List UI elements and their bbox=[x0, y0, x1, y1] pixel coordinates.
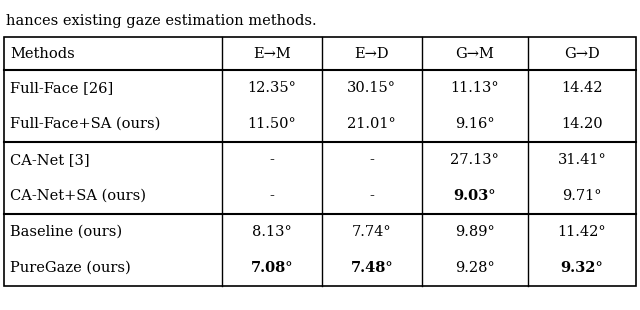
Text: E→D: E→D bbox=[355, 46, 389, 60]
Text: -: - bbox=[369, 189, 374, 203]
Text: 14.42: 14.42 bbox=[561, 81, 603, 95]
Text: Full-Face [26]: Full-Face [26] bbox=[10, 81, 113, 95]
Text: 30.15°: 30.15° bbox=[348, 81, 396, 95]
Text: 7.74°: 7.74° bbox=[352, 225, 392, 239]
Text: 21.01°: 21.01° bbox=[348, 117, 396, 131]
Text: E→M: E→M bbox=[253, 46, 291, 60]
Text: 31.41°: 31.41° bbox=[557, 153, 606, 167]
Text: 9.71°: 9.71° bbox=[562, 189, 602, 203]
Text: G→M: G→M bbox=[456, 46, 494, 60]
Text: 7.08°: 7.08° bbox=[251, 261, 293, 275]
Text: 8.13°: 8.13° bbox=[252, 225, 292, 239]
Text: 11.13°: 11.13° bbox=[451, 81, 499, 95]
Text: 7.48°: 7.48° bbox=[351, 261, 393, 275]
Text: 9.16°: 9.16° bbox=[455, 117, 495, 131]
Text: hances existing gaze estimation methods.: hances existing gaze estimation methods. bbox=[6, 14, 317, 28]
Text: 9.89°: 9.89° bbox=[455, 225, 495, 239]
Text: PureGaze (ours): PureGaze (ours) bbox=[10, 261, 131, 275]
Text: CA-Net+SA (ours): CA-Net+SA (ours) bbox=[10, 189, 146, 203]
Text: CA-Net [3]: CA-Net [3] bbox=[10, 153, 90, 167]
Text: 14.20: 14.20 bbox=[561, 117, 603, 131]
Text: G→D: G→D bbox=[564, 46, 600, 60]
Text: 9.03°: 9.03° bbox=[454, 189, 496, 203]
Text: Baseline (ours): Baseline (ours) bbox=[10, 225, 122, 239]
Text: 11.50°: 11.50° bbox=[248, 117, 296, 131]
Text: 27.13°: 27.13° bbox=[451, 153, 499, 167]
Bar bbox=[4, 37, 636, 286]
Text: 9.28°: 9.28° bbox=[455, 261, 495, 275]
Text: 9.32°: 9.32° bbox=[561, 261, 604, 275]
Text: -: - bbox=[269, 153, 275, 167]
Text: 12.35°: 12.35° bbox=[248, 81, 296, 95]
Text: -: - bbox=[269, 189, 275, 203]
Text: Full-Face+SA (ours): Full-Face+SA (ours) bbox=[10, 117, 161, 131]
Text: 11.42°: 11.42° bbox=[557, 225, 606, 239]
Text: Methods: Methods bbox=[10, 46, 75, 60]
Text: -: - bbox=[369, 153, 374, 167]
